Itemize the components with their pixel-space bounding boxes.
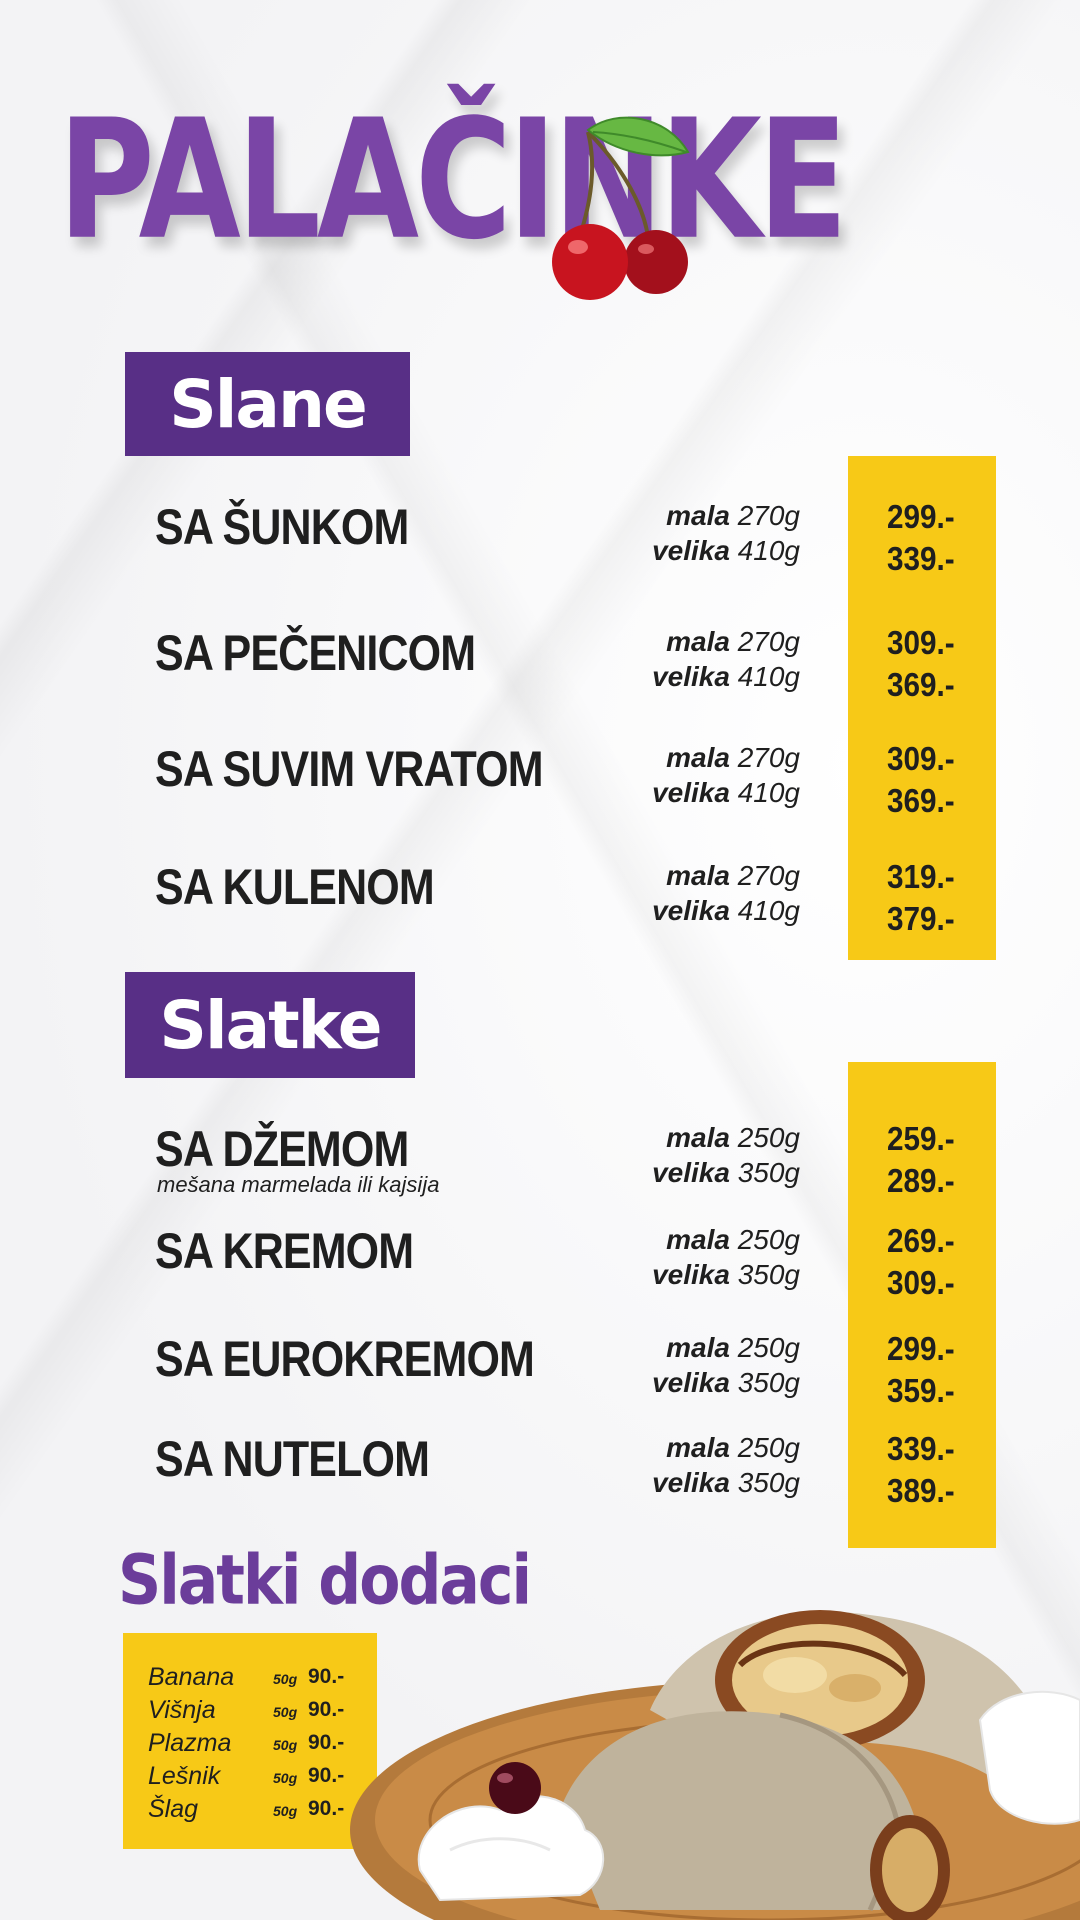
item-sizes: mala 270g velika 410g: [652, 742, 800, 808]
price-column-slatke: [848, 1062, 996, 1548]
addons-heading: Slatki dodaci: [118, 1540, 532, 1621]
item-prices: 299.- 339.-: [887, 498, 955, 577]
cherry-icon: [552, 116, 690, 300]
section-heading-slatke: Slatke: [125, 972, 415, 1078]
item-sizes: mala 250g velika 350g: [652, 1122, 800, 1188]
crepe-plate-image: [350, 1610, 1080, 1920]
item-name: SA SUVIM VRATOM: [155, 741, 544, 797]
item-sizes: mala 250g velika 350g: [652, 1432, 800, 1498]
menu-item: SA KREMOM mala 250g velika 350g 269.- 30…: [155, 1222, 1035, 1302]
menu-item: SA ŠUNKOM mala 270g velika 410g 299.- 33…: [155, 498, 1035, 578]
menu-item: SA NUTELOM mala 250g velika 350g 339.- 3…: [155, 1430, 1035, 1510]
item-name: SA NUTELOM: [155, 1431, 430, 1487]
item-prices: 269.- 309.-: [887, 1222, 955, 1301]
item-name: SA KREMOM: [155, 1223, 414, 1279]
item-prices: 299.- 359.-: [887, 1330, 955, 1409]
item-sizes: mala 250g velika 350g: [652, 1332, 800, 1398]
menu-item: SA SUVIM VRATOM mala 270g velika 410g 30…: [155, 740, 1035, 820]
item-description: mešana marmelada ili kajsija: [157, 1172, 440, 1197]
item-name: SA ŠUNKOM: [155, 499, 409, 555]
item-prices: 309.- 369.-: [887, 740, 955, 819]
addon-item: Višnja 50g 90.-: [148, 1696, 345, 1724]
menu-item: SA EUROKREMOM mala 250g velika 350g 299.…: [155, 1330, 1035, 1410]
item-sizes: mala 270g velika 410g: [652, 626, 800, 692]
section-heading-slane: Slane: [125, 352, 410, 456]
item-prices: 309.- 369.-: [887, 624, 955, 703]
price-column-slane: [848, 456, 996, 960]
menu-title: PALAČINKE: [58, 84, 848, 277]
item-name: SA KULENOM: [155, 859, 435, 915]
addon-item: Plazma 50g 90.-: [148, 1729, 345, 1757]
addon-item: Šlag 50g 90.-: [148, 1795, 345, 1823]
item-prices: 339.- 389.-: [887, 1430, 955, 1509]
item-prices: 259.- 289.-: [887, 1120, 955, 1199]
addons-price-box: Banana 50g 90.- Višnja 50g 90.- Plazma 5…: [123, 1633, 377, 1849]
addon-item: Lešnik 50g 90.-: [148, 1762, 345, 1790]
item-name: SA EUROKREMOM: [155, 1331, 535, 1387]
addon-item: Banana 50g 90.-: [148, 1663, 345, 1691]
item-name: SA DŽEMOM: [155, 1121, 409, 1177]
menu-item: SA PEČENICOM mala 270g velika 410g 309.-…: [155, 624, 1035, 704]
item-name: SA PEČENICOM: [155, 625, 476, 681]
item-sizes: mala 270g velika 410g: [652, 860, 800, 926]
item-prices: 319.- 379.-: [887, 858, 955, 937]
menu-item: SA KULENOM mala 270g velika 410g 319.- 3…: [155, 858, 1035, 938]
item-sizes: mala 270g velika 410g: [652, 500, 800, 566]
menu-item: SA DŽEMOM mešana marmelada ili kajsija m…: [155, 1120, 1035, 1200]
item-sizes: mala 250g velika 350g: [652, 1224, 800, 1290]
